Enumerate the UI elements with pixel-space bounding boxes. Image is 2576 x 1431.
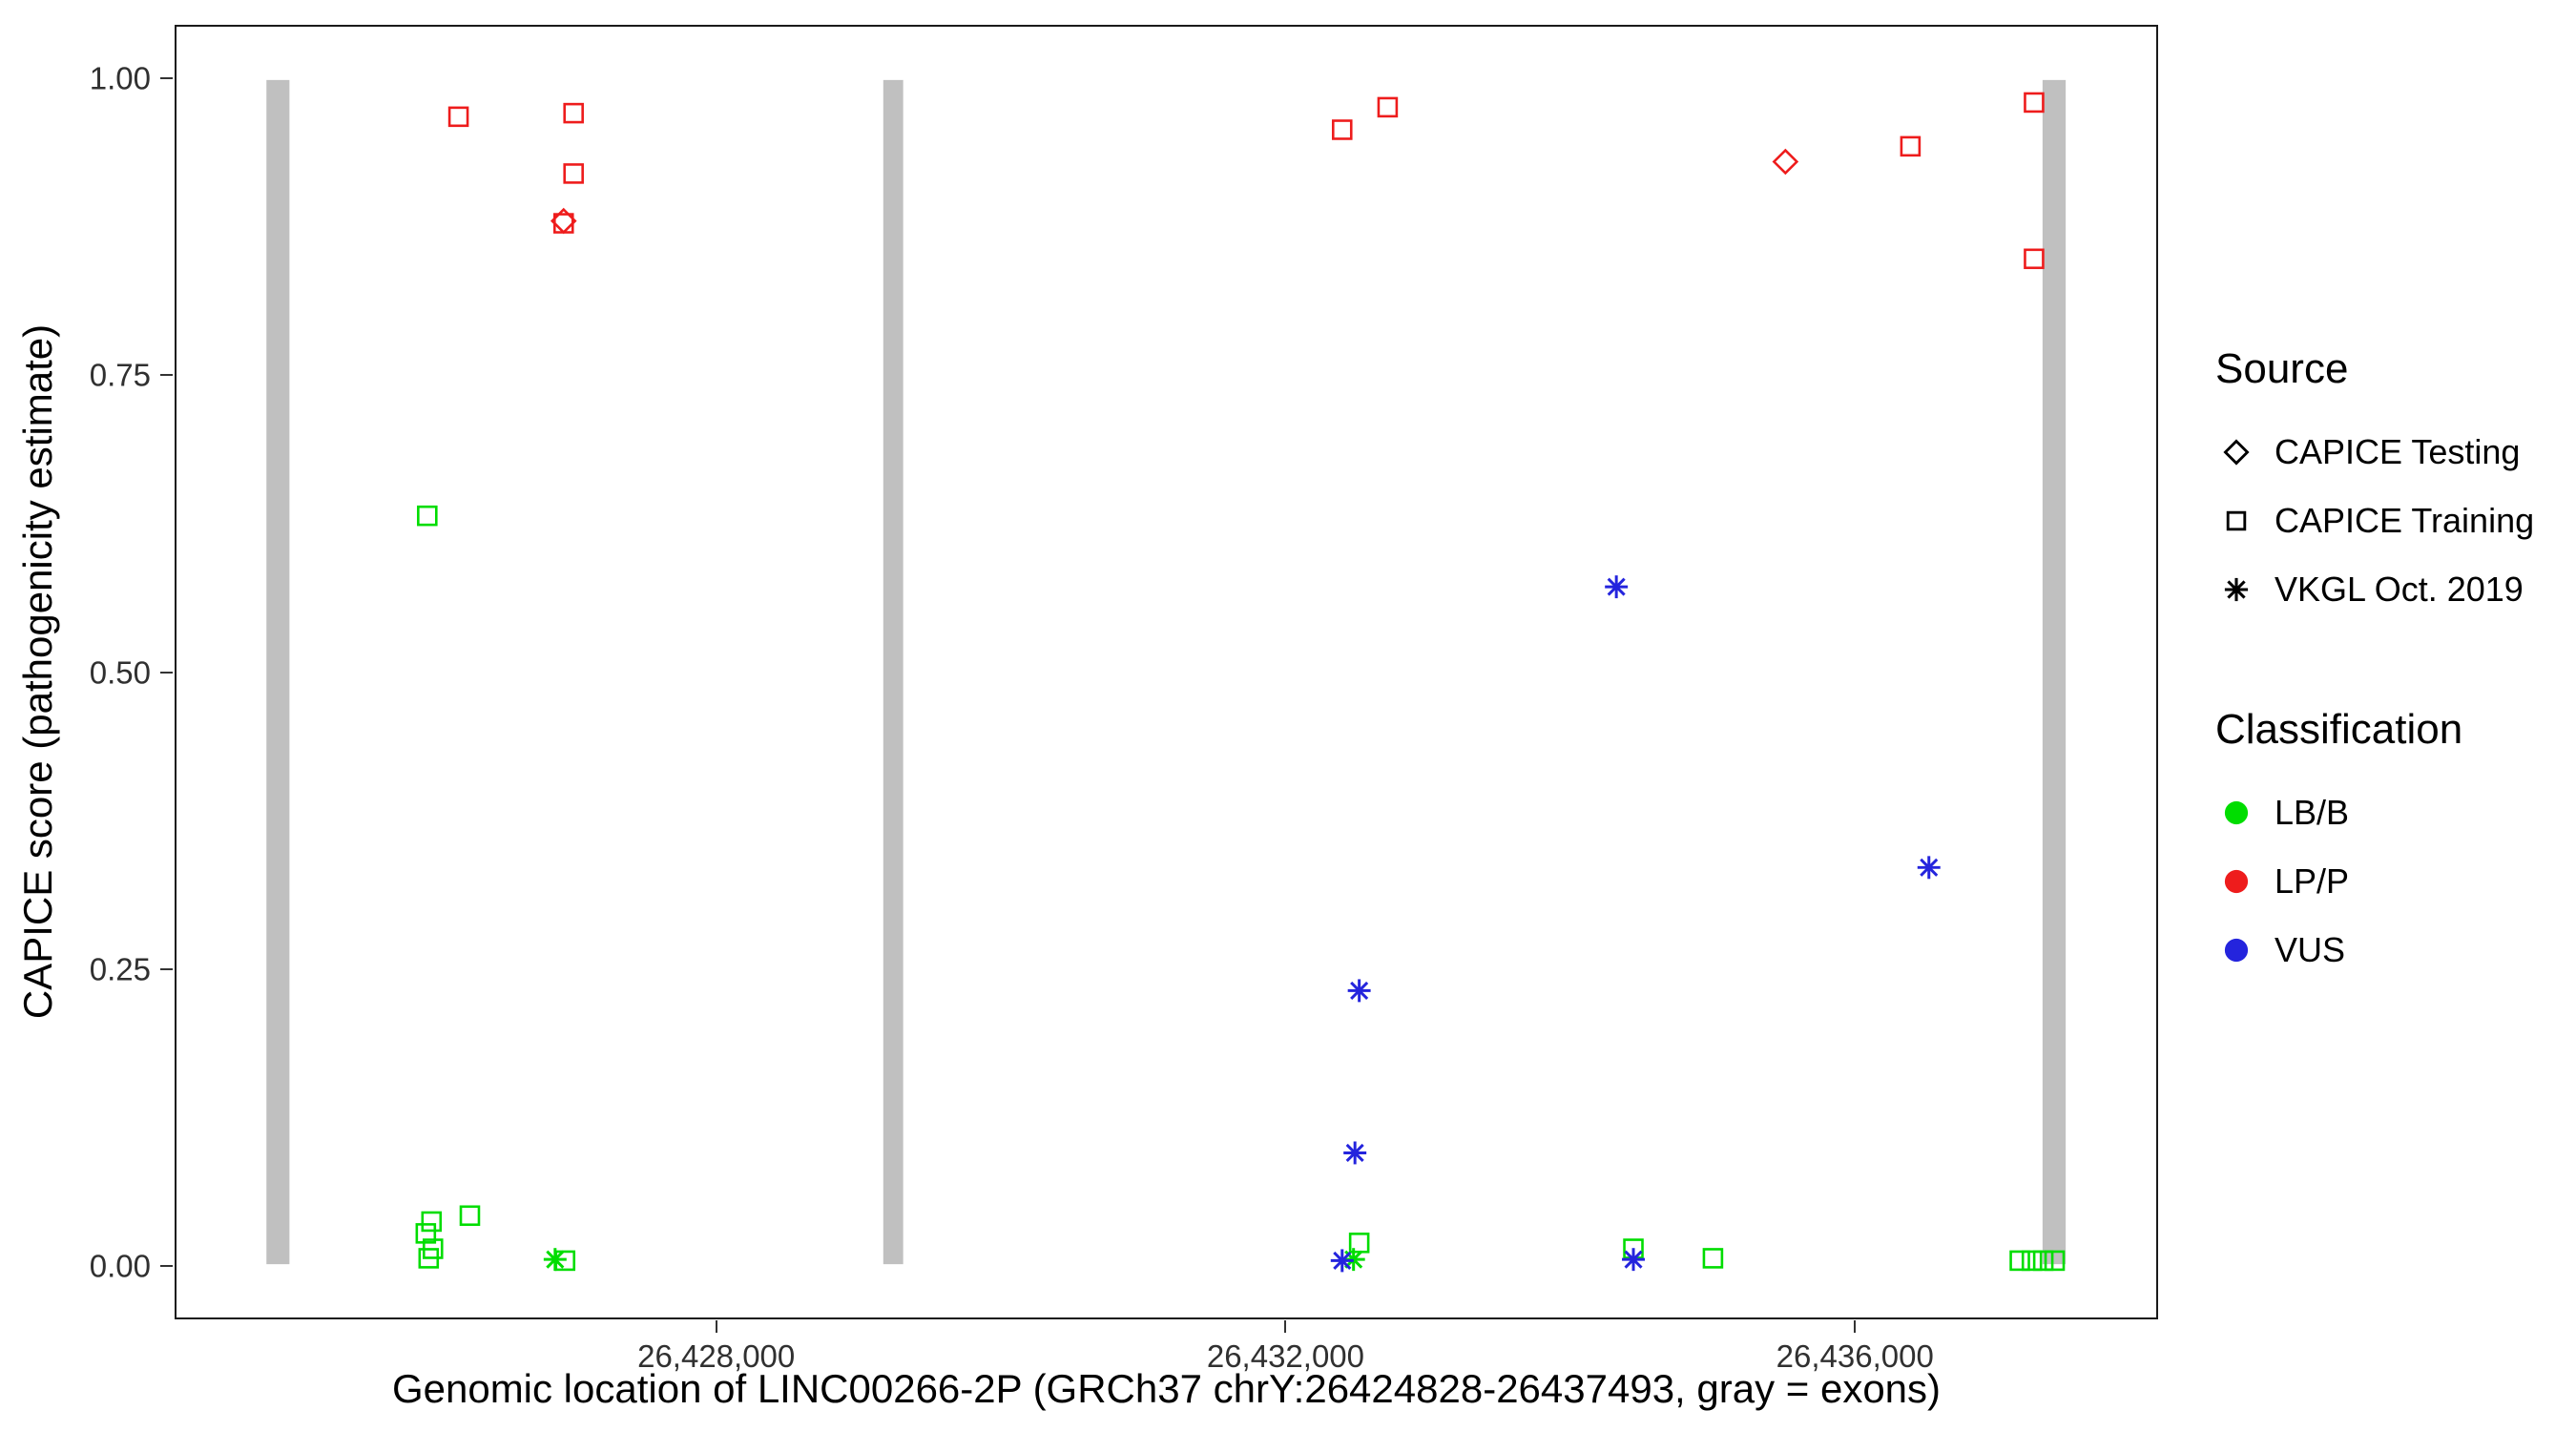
x-tick-label: 26,432,000 (1206, 1338, 1365, 1374)
exon-bar (2042, 79, 2067, 1265)
data-point-square (459, 1205, 481, 1227)
legend-item-capice-training: CAPICE Training (2215, 487, 2534, 555)
y-tick-mark (160, 967, 173, 970)
y-tick-label: 0.25 (89, 951, 151, 987)
x-tick-label: 26,436,000 (1776, 1338, 1934, 1374)
legend-label: VKGL Oct. 2019 (2275, 570, 2524, 609)
data-point-asterisk (1622, 1248, 1646, 1272)
y-tick-label: 1.00 (89, 60, 151, 96)
data-point-asterisk (1330, 1249, 1354, 1273)
y-tick-mark (160, 77, 173, 80)
data-point-asterisk (1917, 856, 1941, 880)
data-point-asterisk (1343, 1141, 1367, 1165)
x-tick-mark (1284, 1320, 1287, 1333)
diamond-icon (2223, 439, 2250, 466)
data-point-asterisk (1347, 979, 1371, 1003)
legend-classification-title: Classification (2215, 706, 2463, 753)
legend-label: LB/B (2275, 793, 2350, 832)
data-point-diamond (550, 207, 577, 235)
data-point-square (1900, 135, 1922, 157)
data-point-diamond (1772, 148, 1799, 176)
y-tick-label: 0.00 (89, 1248, 151, 1284)
data-point-square (2024, 248, 2045, 270)
data-point-square (2021, 1250, 2043, 1272)
x-tick-label: 26,428,000 (637, 1338, 796, 1374)
legend-item-vkgl: VKGL Oct. 2019 (2215, 555, 2534, 624)
scatter-plot-svg (266, 79, 2067, 1273)
exon-bar (266, 79, 290, 1265)
asterisk-icon (2224, 577, 2249, 602)
legend-item-vus: VUS (2215, 916, 2534, 985)
data-point-square (1702, 1248, 1724, 1269)
x-axis-title: Genomic location of LINC00266-2P (GRCh37… (391, 1366, 1942, 1411)
blue-dot-icon (2224, 938, 2249, 963)
data-point-square (563, 102, 584, 124)
plot-panel (175, 25, 2158, 1319)
x-tick-mark (1854, 1320, 1857, 1333)
y-tick-mark (160, 374, 173, 377)
legend-item-lbb: LB/B (2215, 778, 2534, 847)
data-point-asterisk (1605, 575, 1629, 599)
legend-item-capice-testing: CAPICE Testing (2215, 418, 2534, 487)
data-point-square (2032, 1250, 2054, 1272)
data-point-square (2044, 1250, 2066, 1272)
legend-classification-group: Classification LB/B LP/P VUS (2215, 706, 2534, 985)
y-tick-label: 0.75 (89, 357, 151, 393)
data-point-square (563, 163, 584, 184)
exon-bar (883, 79, 904, 1265)
data-point-square (418, 1248, 440, 1269)
legend-source-title: Source (2215, 345, 2349, 392)
y-tick-mark (160, 671, 173, 674)
legend-label: VUS (2275, 930, 2346, 969)
legend-label: LP/P (2275, 861, 2350, 901)
legend-item-lpp: LP/P (2215, 847, 2534, 916)
x-tick-mark (715, 1320, 717, 1333)
data-point-square (1331, 119, 1353, 140)
data-point-square (447, 106, 469, 128)
y-tick-mark (160, 1264, 173, 1267)
legend-source-group: Source CAPICE Testing CAPICE Training (2215, 345, 2534, 624)
data-point-square (2024, 92, 2045, 114)
y-tick-label: 0.50 (89, 654, 151, 690)
data-point-square (417, 505, 438, 527)
green-dot-icon (2224, 800, 2249, 825)
data-point-square (1377, 96, 1399, 118)
data-point-square (421, 1211, 443, 1233)
legend-label: CAPICE Training (2275, 501, 2535, 540)
data-point-asterisk (543, 1248, 567, 1272)
legend: Source CAPICE Testing CAPICE Training (2215, 345, 2534, 1067)
legend-label: CAPICE Testing (2275, 432, 2521, 471)
red-dot-icon (2224, 869, 2249, 894)
data-point-square (2009, 1250, 2030, 1272)
square-icon (2226, 510, 2247, 531)
data-point-square (415, 1223, 437, 1244)
